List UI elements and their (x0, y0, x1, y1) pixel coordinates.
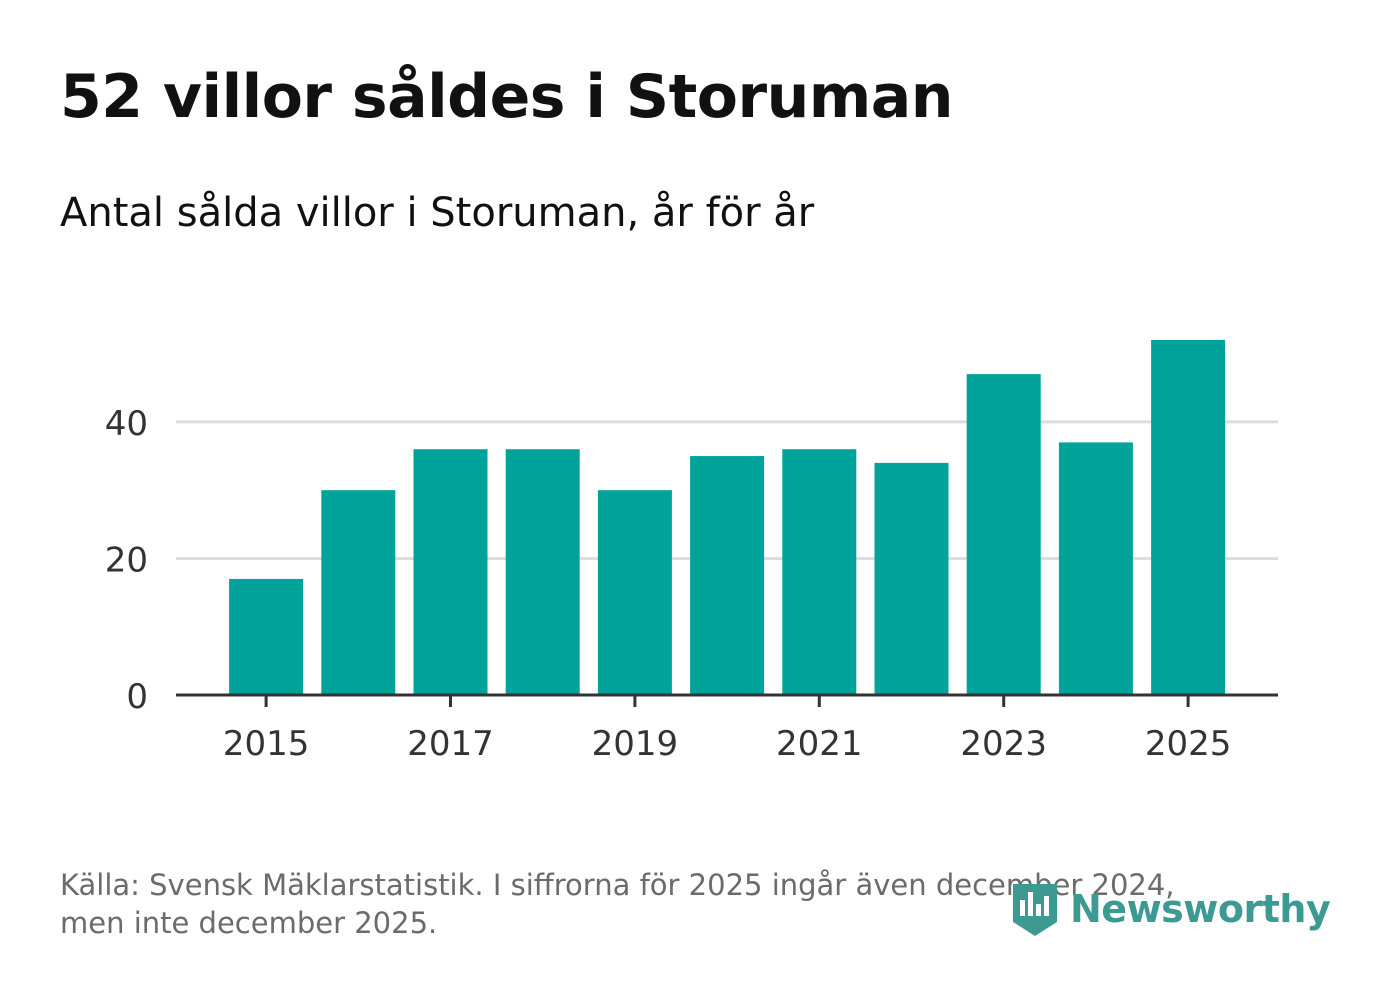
newsworthy-logo-icon (1013, 884, 1057, 936)
bar-2022 (874, 462, 949, 695)
bar-2015 (229, 578, 304, 695)
x-tick-label-2025: 2025 (1145, 724, 1232, 764)
x-tick-label-2015: 2015 (223, 724, 310, 764)
bar-2019 (597, 490, 672, 695)
bar-2020 (690, 456, 765, 695)
x-tick-label-2017: 2017 (407, 724, 494, 764)
x-tick-label-2019: 2019 (592, 724, 679, 764)
bars (229, 340, 1226, 695)
y-tick-label-40: 40 (105, 404, 148, 444)
bar-2018 (505, 449, 580, 695)
y-tick-label-0: 0 (126, 677, 148, 717)
bar-2017 (413, 449, 488, 695)
bar-2021 (782, 449, 857, 695)
x-tick-labels: 2015 2017 2019 2021 2023 2025 (223, 724, 1232, 764)
source-line-2: men inte december 2025. (60, 906, 438, 940)
logo-text: Newsworthy (1070, 887, 1331, 931)
bar-2016 (321, 490, 396, 695)
x-tick-label-2023: 2023 (960, 724, 1047, 764)
y-tick-labels: 0 20 40 (105, 404, 148, 717)
x-axis (176, 693, 1278, 707)
bar-2025 (1151, 340, 1226, 695)
x-tick-label-2021: 2021 (776, 724, 863, 764)
bar-2024 (1058, 442, 1133, 695)
source-note: Källa: Svensk Mäklarstatistik. I siffror… (60, 866, 1280, 942)
chart-subtitle: Antal sålda villor i Storuman, år för år (60, 190, 815, 236)
newsworthy-logo: Newsworthy (1010, 878, 1331, 940)
y-tick-label-20: 20 (105, 540, 148, 580)
bar-2023 (966, 374, 1041, 695)
source-line-1: Källa: Svensk Mäklarstatistik. I siffror… (60, 868, 1175, 902)
chart-title: 52 villor såldes i Storuman (60, 62, 954, 132)
